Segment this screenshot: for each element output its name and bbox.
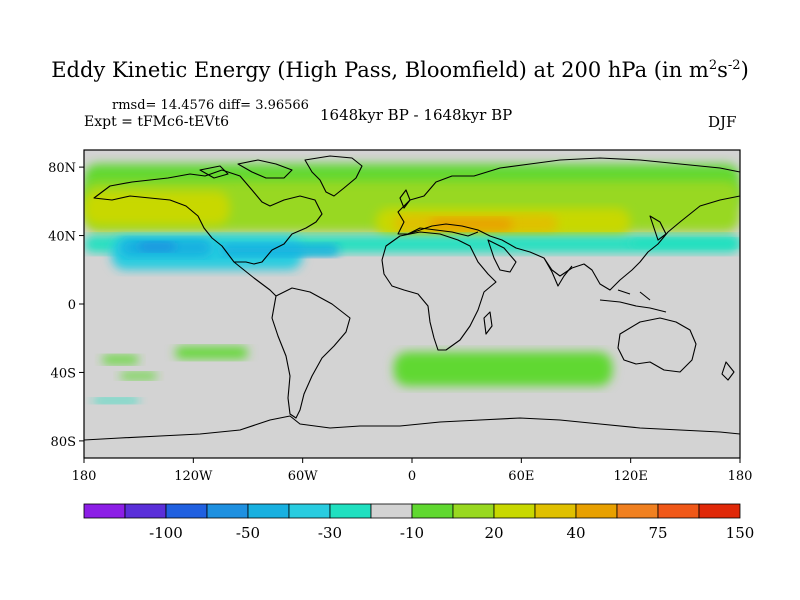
x-tick-label-3: 0 xyxy=(408,469,416,484)
colorbar-box-4 xyxy=(247,503,290,519)
season-label: DJF xyxy=(708,113,737,131)
colorbar-box-8 xyxy=(411,503,454,519)
x-tick-label-5: 120E xyxy=(614,469,648,484)
x-tick-label-2: 60W xyxy=(288,469,319,484)
colorbar-box-10 xyxy=(493,503,536,519)
colorbar-box-6 xyxy=(329,503,372,519)
y-tick-label-4: 80S xyxy=(51,435,76,450)
energy-field xyxy=(84,163,740,404)
field-region-9 xyxy=(138,242,176,251)
colorbar-box-1 xyxy=(124,503,167,519)
colorbar-box-5 xyxy=(288,503,331,519)
colorbar-box-15 xyxy=(698,503,741,519)
coastlines xyxy=(84,155,740,441)
colorbar-label-5: 40 xyxy=(566,524,585,542)
x-tick-label-4: 60E xyxy=(508,469,534,484)
coast-africa xyxy=(381,231,497,351)
axes: 180 120W 60W 0 60E 120E 180 80N 40N 0 40S 80S xyxy=(48,161,752,484)
y-tick-label-1: 40N xyxy=(48,230,76,245)
colorbar-label-0: -100 xyxy=(149,524,183,542)
experiment-label: Expt = tFMc6-tEVt6 xyxy=(84,114,229,130)
coast-new-zealand xyxy=(721,361,735,381)
coast-greenland xyxy=(304,155,363,197)
colorbar-box-0 xyxy=(83,503,126,519)
colorbar-box-7 xyxy=(370,503,413,519)
field-region-13 xyxy=(393,351,613,387)
colorbar-box-9 xyxy=(452,503,495,519)
coast-madagascar xyxy=(483,311,493,335)
colorbar: -100 -50 -30 -10 20 40 75 150 xyxy=(83,503,755,542)
colorbar-label-4: 20 xyxy=(484,524,503,542)
coast-south-america xyxy=(271,287,351,419)
coast-australia xyxy=(617,317,697,373)
field-region-10 xyxy=(220,244,340,257)
field-region-16 xyxy=(93,398,139,404)
field-region-11 xyxy=(630,238,740,248)
coast-arctic-islands xyxy=(199,159,293,179)
coast-antarctica xyxy=(84,415,740,441)
colorbar-box-3 xyxy=(206,503,249,519)
field-region-2 xyxy=(84,191,230,226)
colorbar-box-2 xyxy=(165,503,208,519)
colorbar-box-14 xyxy=(657,503,700,519)
coast-uk xyxy=(399,189,411,209)
coast-indonesia xyxy=(599,289,667,313)
y-tick-label-2: 0 xyxy=(68,298,76,313)
colorbar-label-7: 150 xyxy=(726,524,755,542)
coast-arabia-india xyxy=(487,239,573,287)
y-tick-label-0: 80N xyxy=(48,161,76,176)
x-tick-label-1: 120W xyxy=(174,469,213,484)
plot-title: Eddy Kinetic Energy (High Pass, Bloomfie… xyxy=(51,58,749,82)
colorbar-label-3: -10 xyxy=(400,524,424,542)
period-label: 1648kyr BP - 1648kyr BP xyxy=(320,106,513,124)
field-region-15 xyxy=(120,372,157,380)
colorbar-box-13 xyxy=(616,503,659,519)
coast-japan xyxy=(649,215,667,241)
field-region-14 xyxy=(102,355,139,364)
colorbar-label-1: -50 xyxy=(236,524,260,542)
map-area xyxy=(83,149,741,459)
x-tick-label-0: 180 xyxy=(72,469,97,484)
colorbar-box-11 xyxy=(534,503,577,519)
field-region-12 xyxy=(175,346,248,359)
colorbar-label-6: 75 xyxy=(648,524,667,542)
coast-north-america xyxy=(93,169,323,265)
colorbar-box-12 xyxy=(575,503,618,519)
y-tick-label-3: 40S xyxy=(51,366,76,381)
coast-mediterranean xyxy=(407,227,479,237)
x-tick-label-6: 180 xyxy=(728,469,753,484)
coast-central-america xyxy=(233,261,277,297)
coast-eurasia xyxy=(397,157,740,291)
stats-text: rmsd= 14.4576 diff= 3.96566 xyxy=(112,98,309,113)
field-region-5 xyxy=(430,218,513,231)
colorbar-label-2: -30 xyxy=(318,524,342,542)
